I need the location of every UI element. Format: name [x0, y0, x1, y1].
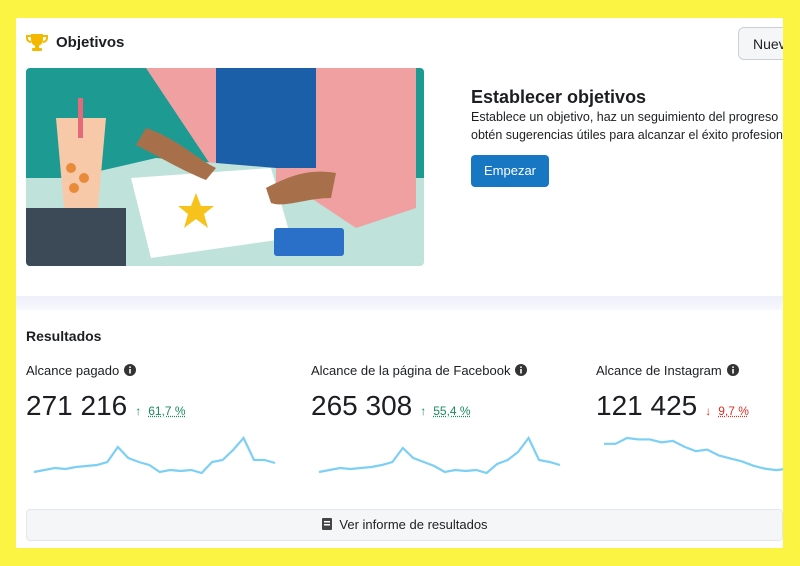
trophy-icon: [26, 34, 48, 51]
report-label: Ver informe de resultados: [339, 517, 488, 532]
change-arrow: ↑: [420, 404, 427, 418]
metric-change: ↓ 9,7 %: [705, 404, 749, 418]
metric-change: ↑ 55,4 %: [420, 404, 470, 418]
header-title: Objetivos: [56, 34, 125, 51]
promo-text: Establece un objetivo, haz un seguimient…: [471, 110, 779, 124]
metric-value: 265 308: [311, 390, 413, 421]
report-icon: [322, 518, 333, 530]
trend-line: [33, 436, 276, 475]
trend-line: [604, 436, 783, 472]
info-icon[interactable]: [515, 364, 528, 376]
metric-label: Alcance de la página de Facebook: [311, 363, 528, 378]
info-icon[interactable]: [124, 364, 137, 376]
sparkline: [604, 436, 783, 472]
results-title: Resultados: [26, 328, 102, 344]
metric-row: 265 308 ↑ 55,4 %: [311, 390, 471, 422]
change-arrow: ↓: [705, 404, 712, 418]
start-button[interactable]: Empezar: [471, 155, 549, 187]
metric-label: Alcance pagado: [26, 363, 137, 378]
info-icon[interactable]: [726, 364, 739, 376]
report-button[interactable]: Ver informe de resultados: [26, 509, 783, 541]
sparkline: [318, 435, 561, 475]
trend-line: [318, 435, 561, 475]
promo-title: Establecer objetivos: [471, 87, 647, 107]
change-arrow: ↑: [135, 404, 142, 418]
divider-band: [16, 296, 783, 310]
illustration: [26, 68, 424, 266]
metric-label: Alcance de Instagram: [596, 363, 739, 378]
change-percent: 55,4 %: [433, 404, 471, 418]
metric-row: 271 216 ↑ 61,7 %: [26, 390, 186, 422]
change-percent: 61,7 %: [148, 404, 186, 418]
new-goal-button[interactable]: Nuev: [738, 27, 783, 60]
change-percent: 9,7 %: [718, 404, 749, 418]
goals-card: Objetivos Nuev Establecer objetivos Esta…: [16, 18, 783, 548]
metric-value: 121 425: [596, 390, 698, 421]
metric-row: 121 425 ↓ 9,7 %: [596, 390, 749, 422]
promo-text: obtén sugerencias útiles para alcanzar e…: [471, 128, 783, 142]
metric-change: ↑ 61,7 %: [135, 404, 185, 418]
sparkline: [33, 436, 276, 475]
metric-value: 271 216: [26, 390, 128, 421]
